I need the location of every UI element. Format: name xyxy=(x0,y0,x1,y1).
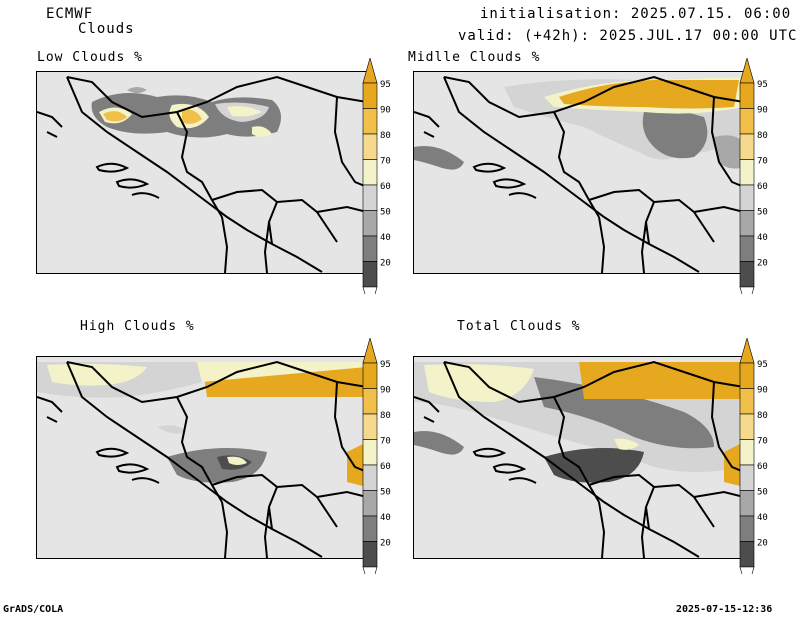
colorbar-middle: 95 90 80 70 60 50 40 20 xyxy=(739,58,768,294)
colorbar-segment xyxy=(362,235,378,262)
colorbar-total: 95 90 80 70 60 50 40 20 xyxy=(739,338,768,574)
colorbar-label: 90 xyxy=(380,386,391,396)
colorbar-segment xyxy=(362,261,378,288)
colorbar-segment xyxy=(739,541,755,568)
colorbar-bottom-arrow xyxy=(362,566,378,574)
product-name: Clouds xyxy=(78,21,135,37)
colorbar-low: 95 90 80 70 60 50 40 20 xyxy=(362,58,391,294)
panel-title-middle: Midlle Clouds % xyxy=(408,50,541,65)
colorbar-segment xyxy=(739,159,755,186)
colorbar-label: 50 xyxy=(757,488,768,498)
colorbar-segment xyxy=(739,464,755,491)
colorbar-label: 60 xyxy=(757,462,768,472)
colorbar-top-arrow xyxy=(739,338,755,364)
colorbar-top-arrow xyxy=(362,58,378,84)
middle-cloud-patches xyxy=(414,77,744,170)
colorbar-high: 95 90 80 70 60 50 40 20 xyxy=(362,338,391,574)
colorbar-label: 70 xyxy=(380,437,391,447)
map-panel-middle xyxy=(413,71,745,274)
panel-title-total: Total Clouds % xyxy=(457,319,581,334)
panel-title-low: Low Clouds % xyxy=(37,50,143,65)
colorbar-top-arrow xyxy=(739,58,755,84)
colorbar-label: 80 xyxy=(757,411,768,421)
colorbar-segment xyxy=(362,133,378,160)
total-cloud-patches xyxy=(414,362,744,487)
panel-title-high: High Clouds % xyxy=(80,319,195,334)
colorbar-label: 40 xyxy=(757,513,768,523)
colorbar-label: 40 xyxy=(380,513,391,523)
colorbar-segment xyxy=(739,388,755,415)
colorbar-label: 50 xyxy=(757,208,768,218)
colorbar-segment xyxy=(739,261,755,288)
colorbar-segment xyxy=(739,210,755,237)
colorbar-label: 80 xyxy=(380,411,391,421)
colorbar-label: 40 xyxy=(380,233,391,243)
colorbar-segment xyxy=(362,388,378,415)
colorbar-segment xyxy=(739,184,755,211)
colorbar-segment xyxy=(739,108,755,135)
colorbar-segment xyxy=(739,490,755,517)
colorbar-label: 60 xyxy=(380,462,391,472)
low-cloud-patches xyxy=(91,87,281,138)
colorbar-segment xyxy=(362,159,378,186)
footer-software: GrADS/COLA xyxy=(3,604,64,615)
colorbar-label: 40 xyxy=(757,233,768,243)
colorbar-segment xyxy=(362,541,378,568)
colorbar-label: 50 xyxy=(380,208,391,218)
colorbar-label: 80 xyxy=(380,131,391,141)
colorbar-segment xyxy=(362,210,378,237)
colorbar-label: 20 xyxy=(380,259,391,269)
colorbar-label: 95 xyxy=(380,80,391,90)
map-panel-low xyxy=(36,71,368,274)
colorbar-label: 20 xyxy=(757,259,768,269)
map-panel-total xyxy=(413,356,745,559)
colorbar-segment xyxy=(739,235,755,262)
footer-timestamp: 2025-07-15-12:36 xyxy=(676,604,773,615)
colorbar-top-arrow xyxy=(362,338,378,364)
colorbar-segment xyxy=(739,439,755,466)
colorbar-bottom-arrow xyxy=(739,286,755,294)
model-name: ECMWF xyxy=(46,6,94,22)
colorbar-segment xyxy=(362,184,378,211)
colorbar-label: 80 xyxy=(757,131,768,141)
colorbar-segment xyxy=(362,439,378,466)
colorbar-label: 20 xyxy=(757,539,768,549)
colorbar-segment xyxy=(362,515,378,542)
colorbar-segment xyxy=(362,413,378,440)
colorbar-label: 70 xyxy=(757,157,768,167)
colorbar-label: 60 xyxy=(380,182,391,192)
low-clouds-map xyxy=(37,76,367,273)
colorbar-label: 95 xyxy=(757,80,768,90)
colorbar-segment xyxy=(362,108,378,135)
colorbar-segment xyxy=(739,133,755,160)
colorbar-segment xyxy=(362,464,378,491)
initialisation-time: initialisation: 2025.07.15. 06:00 UTC xyxy=(480,6,800,22)
colorbar-bottom-arrow xyxy=(739,566,755,574)
colorbar-segment xyxy=(362,362,378,389)
colorbar-segment xyxy=(739,413,755,440)
colorbar-segment xyxy=(739,515,755,542)
colorbar-label: 90 xyxy=(757,386,768,396)
colorbar-segment xyxy=(362,490,378,517)
middle-clouds-map xyxy=(414,76,744,273)
colorbar-label: 95 xyxy=(380,360,391,370)
map-panel-high xyxy=(36,356,368,559)
valid-time: valid: (+42h): 2025.JUL.17 00:00 UTC xyxy=(458,28,798,44)
high-clouds-map xyxy=(37,361,367,558)
colorbar-label: 95 xyxy=(757,360,768,370)
colorbar-label: 20 xyxy=(380,539,391,549)
total-clouds-map xyxy=(414,361,744,558)
colorbar-label: 90 xyxy=(757,106,768,116)
colorbar-bottom-arrow xyxy=(362,286,378,294)
colorbar-label: 70 xyxy=(380,157,391,167)
colorbar-segment xyxy=(739,362,755,389)
colorbar-label: 90 xyxy=(380,106,391,116)
colorbar-label: 60 xyxy=(757,182,768,192)
colorbar-segment xyxy=(362,82,378,109)
colorbar-segment xyxy=(739,82,755,109)
colorbar-label: 70 xyxy=(757,437,768,447)
colorbar-label: 50 xyxy=(380,488,391,498)
